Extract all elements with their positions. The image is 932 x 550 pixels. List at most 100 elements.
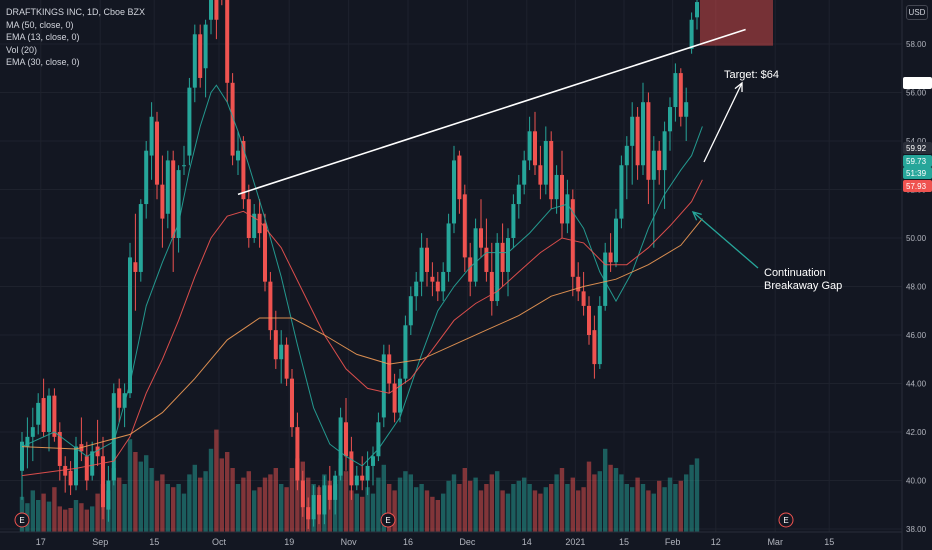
volume-bar xyxy=(424,490,430,532)
long-position-tool[interactable] xyxy=(0,0,902,46)
volume-bar xyxy=(68,508,73,532)
volume-bar xyxy=(457,484,462,532)
candle-body xyxy=(549,141,554,200)
volume-bar xyxy=(468,480,473,532)
volume-bar xyxy=(667,477,673,532)
candle-body xyxy=(165,160,170,214)
candle-body xyxy=(635,116,640,166)
candle-body xyxy=(182,165,186,167)
volume-bar xyxy=(57,506,62,532)
indicator-ma50[interactable]: MA (50, close, 0) xyxy=(6,19,74,30)
candle-body xyxy=(398,378,402,413)
candle-body xyxy=(376,422,381,457)
x-tick-label: Mar xyxy=(767,537,783,547)
candle-body xyxy=(344,422,348,457)
candle-body xyxy=(462,194,467,258)
y-tick-label: 50.00 xyxy=(906,234,927,243)
candle-body xyxy=(41,398,46,432)
volume-bar xyxy=(230,468,235,532)
volume-bar xyxy=(338,458,343,532)
volume-bar xyxy=(597,471,602,532)
candle-body xyxy=(365,465,370,481)
candlesticks xyxy=(20,0,699,529)
candle-body xyxy=(538,165,543,185)
volume-bar xyxy=(241,477,246,532)
candle-body xyxy=(128,257,132,394)
indicator-ema13[interactable]: EMA (13, close, 0) xyxy=(6,32,80,42)
symbol-title[interactable]: DRAFTKINGS INC, 1D, Cboe BZX xyxy=(6,7,146,17)
candle-body xyxy=(554,174,559,200)
indicator-volume[interactable]: Vol (20) xyxy=(6,44,38,55)
candle-body xyxy=(489,271,494,302)
earnings-label: E xyxy=(385,516,390,525)
candle-body xyxy=(592,330,597,365)
earnings-label: E xyxy=(783,516,788,525)
candle-body xyxy=(527,131,532,161)
volume-bar xyxy=(354,493,359,532)
volume-bar xyxy=(505,493,511,532)
line-ema-30 xyxy=(21,179,703,477)
candle-body xyxy=(209,0,213,20)
volume-bar xyxy=(473,477,478,532)
candle-body xyxy=(111,393,116,481)
volume-bar xyxy=(225,452,230,532)
candle-body xyxy=(587,305,591,335)
candle-body xyxy=(187,87,192,156)
candle-body xyxy=(354,475,359,486)
volume-bar xyxy=(36,500,41,532)
currency-label[interactable]: USD xyxy=(906,5,928,20)
volume-bar xyxy=(63,509,68,532)
candle-body xyxy=(651,150,656,180)
volume-bar xyxy=(122,484,127,532)
candle-body xyxy=(155,121,159,185)
candle-body xyxy=(20,441,24,471)
candle-body xyxy=(300,480,305,508)
candle-body xyxy=(619,165,624,219)
indicator-ema30[interactable]: EMA (30, close, 0) xyxy=(6,57,80,67)
candle-body xyxy=(457,155,462,200)
candle-body xyxy=(387,354,392,384)
candle-body xyxy=(47,395,51,432)
candle-body xyxy=(371,456,375,466)
volume-bar xyxy=(41,493,46,532)
x-tick-label: Nov xyxy=(341,537,358,547)
target-label: Target: $64 xyxy=(724,69,779,81)
candle-body xyxy=(327,485,332,500)
price-badge-label: 51:39 xyxy=(906,169,927,178)
candle-body xyxy=(419,247,424,282)
volume-bar xyxy=(435,500,440,532)
candle-body xyxy=(657,150,662,171)
x-tick-label: 14 xyxy=(522,537,532,547)
volume-bar xyxy=(511,484,516,532)
gap-arrow-head xyxy=(691,211,702,221)
x-tick-label: 15 xyxy=(824,537,834,547)
candle-body xyxy=(252,213,257,238)
candle-body xyxy=(84,456,89,481)
volume-bar xyxy=(657,480,662,532)
candle-body xyxy=(425,247,429,272)
y-tick-label: 42.00 xyxy=(906,428,927,437)
earnings-icon xyxy=(380,512,396,528)
earnings-icon xyxy=(778,512,794,528)
candle-body xyxy=(317,495,321,515)
volume-bar xyxy=(219,458,224,532)
earnings-label: E xyxy=(19,516,24,525)
volume-bar xyxy=(673,484,678,532)
volume-bar xyxy=(165,484,170,532)
volume-bar xyxy=(289,468,295,532)
volume-bar xyxy=(430,496,435,532)
y-tick-label: 40.00 xyxy=(906,477,927,486)
volume-bar xyxy=(52,487,57,532)
volume-bar xyxy=(565,484,570,532)
volume-bar xyxy=(451,474,457,532)
volume-bar xyxy=(387,484,392,532)
candle-body xyxy=(246,199,251,238)
volume-bar xyxy=(646,490,651,532)
volume-bar xyxy=(295,458,300,532)
candle-body xyxy=(63,465,68,476)
volume-bar xyxy=(79,503,84,532)
volume-bar xyxy=(279,484,284,532)
